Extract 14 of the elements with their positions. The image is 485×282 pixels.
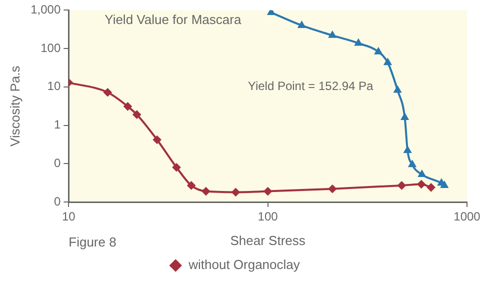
y-tick-label: 1	[54, 118, 61, 132]
y-tick-label: 0	[54, 156, 61, 170]
x-tick-label: 100	[258, 210, 278, 224]
caption: Figure 8	[68, 234, 116, 250]
y-tick-label: 10	[47, 79, 61, 94]
x-tick-label: 1000	[454, 210, 481, 224]
annotation: Yield Point = 152.94 Pa	[248, 79, 374, 94]
y-axis-title: Viscosity Pa.s	[7, 65, 22, 146]
y-tick-label: 0	[54, 194, 61, 208]
legend-label: without Organoclay	[188, 257, 300, 272]
y-tick-label: 100	[40, 40, 61, 55]
chart-title: Yield Value for Mascara	[104, 12, 242, 27]
y-tick-label: 1,000	[30, 2, 61, 17]
x-axis-title: Shear Stress	[230, 232, 306, 248]
